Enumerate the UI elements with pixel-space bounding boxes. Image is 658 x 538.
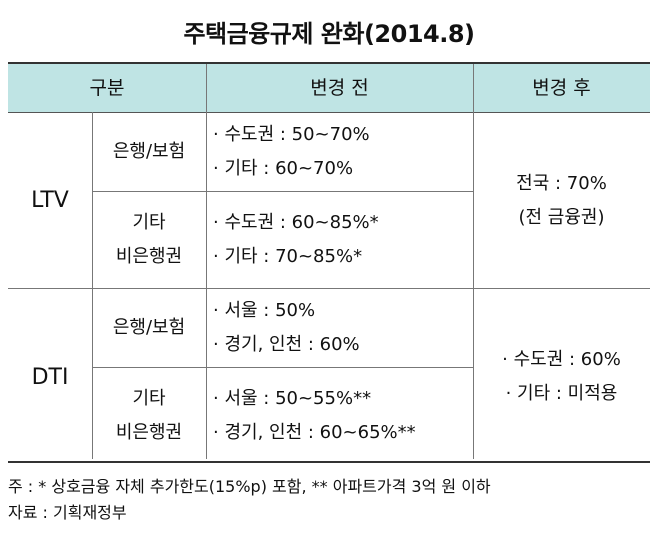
list-item: · 서울 : 50%	[213, 300, 316, 321]
list-item: · 경기, 인천 : 60%	[213, 334, 360, 355]
header-before: 변경 전	[310, 77, 369, 99]
header-after: 변경 후	[532, 77, 591, 99]
row-label-dti: DTI	[31, 365, 69, 390]
page-title: 주택금융규제 완화(2014.8)	[183, 20, 475, 48]
ltv-after-values: 전국 : 70% (전 금융권)	[473, 167, 650, 235]
divider	[92, 191, 473, 192]
list-item: · 수도권 : 50~70%	[213, 124, 370, 145]
list-item: · 기타 : 60~70%	[213, 158, 354, 179]
dti-bank-values: · 서울 : 50% · 경기, 인천 : 60%	[213, 294, 473, 362]
divider	[92, 112, 93, 459]
list-item: · 기타 : 70~85%*	[213, 246, 363, 267]
divider	[473, 64, 474, 459]
footnotes: 주 : * 상호금융 자체 추가한도(15%p) 포함, ** 아파트가격 3억…	[8, 474, 650, 526]
regulation-table: 구분 변경 전 변경 후 LTV 은행/보험 · 수도권 : 50~70% · …	[8, 62, 650, 463]
list-item: 전국 : 70%	[516, 173, 607, 194]
row-label-ltv: LTV	[31, 188, 69, 213]
source-note: 자료 : 기획재정부	[8, 503, 127, 522]
divider	[92, 367, 473, 368]
footnote: 주 : * 상호금융 자체 추가한도(15%p) 포함, ** 아파트가격 3억…	[8, 477, 491, 496]
nonbank-label-line: 기타	[132, 212, 166, 233]
table-header: 구분 변경 전 변경 후	[8, 64, 650, 113]
divider	[8, 288, 650, 289]
list-item: · 경기, 인천 : 60~65%**	[213, 422, 416, 443]
nonbank-label: 기타 비은행권	[92, 206, 206, 274]
nonbank-label-line: 기타	[132, 388, 166, 409]
dti-after-values: · 수도권 : 60% · 기타 : 미적용	[473, 343, 650, 411]
list-item: · 수도권 : 60~85%*	[213, 212, 379, 233]
bank-insurance-label: 은행/보험	[112, 141, 186, 162]
list-item: (전 금융권)	[518, 207, 605, 228]
dti-nonbank-values: · 서울 : 50~55%** · 경기, 인천 : 60~65%**	[213, 382, 473, 450]
list-item: · 기타 : 미적용	[505, 383, 618, 404]
ltv-bank-values: · 수도권 : 50~70% · 기타 : 60~70%	[213, 118, 473, 186]
nonbank-label: 기타 비은행권	[92, 382, 206, 450]
nonbank-label-line: 비은행권	[115, 246, 183, 267]
list-item: · 수도권 : 60%	[502, 349, 621, 370]
nonbank-label-line: 비은행권	[115, 422, 183, 443]
header-category: 구분	[89, 77, 125, 99]
divider	[206, 64, 207, 459]
bank-insurance-label: 은행/보험	[112, 317, 186, 338]
ltv-nonbank-values: · 수도권 : 60~85%* · 기타 : 70~85%*	[213, 206, 473, 274]
list-item: · 서울 : 50~55%**	[213, 388, 372, 409]
